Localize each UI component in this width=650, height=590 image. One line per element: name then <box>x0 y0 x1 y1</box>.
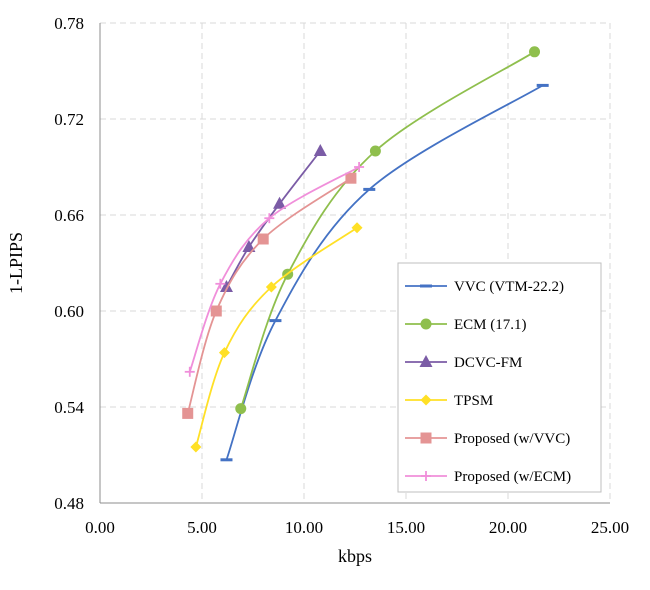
data-point-vvc-vtm-22-2 <box>220 458 233 462</box>
legend-marker-ecm-17-1 <box>420 318 432 330</box>
legend-box <box>397 262 602 493</box>
data-point-dcvc-fm <box>242 240 256 252</box>
x-tick-label: 20.00 <box>489 518 527 537</box>
data-point-vvc-vtm-22-2 <box>269 319 282 323</box>
data-point-tpsm <box>351 222 363 234</box>
legend-label-proposed-w-ecm: Proposed (w/ECM) <box>454 469 571 485</box>
grid-layer <box>100 22 611 503</box>
legend-label-proposed-w-vvc: Proposed (w/VVC) <box>454 431 570 447</box>
series-line-dcvc-fm <box>225 150 322 288</box>
data-point-ecm-17-1 <box>529 46 541 58</box>
data-point-dcvc-fm <box>313 144 327 156</box>
data-point-tpsm <box>265 281 277 293</box>
data-point-proposed-w-ecm <box>354 162 365 172</box>
series-line-proposed-w-ecm <box>188 166 360 373</box>
y-tick-label: 0.54 <box>54 398 84 417</box>
legend-marker-dcvc-fm <box>419 355 433 367</box>
legend-marker-vvc-vtm-22-2 <box>420 284 432 288</box>
x-tick-label: 10.00 <box>285 518 323 537</box>
series-layer <box>182 46 549 462</box>
y-tick-label: 0.78 <box>54 14 84 33</box>
data-point-ecm-17-1 <box>369 145 381 157</box>
x-tick-label: 0.00 <box>85 518 115 537</box>
y-tick-label: 0.60 <box>54 302 84 321</box>
x-axis-title: kbps <box>338 546 372 566</box>
series-line-vvc-vtm-22-2 <box>225 84 544 461</box>
y-tick-label: 0.72 <box>54 110 84 129</box>
data-point-tpsm <box>218 347 230 359</box>
legend-marker-tpsm <box>420 394 432 406</box>
legend-marker-proposed-w-vvc <box>420 432 432 444</box>
data-point-ecm-17-1 <box>235 403 247 415</box>
series-line-ecm-17-1 <box>239 51 535 409</box>
legend-label-tpsm: TPSM <box>454 393 493 409</box>
data-point-dcvc-fm <box>219 280 233 292</box>
legend-marker-proposed-w-ecm <box>421 471 431 481</box>
legend-label-vvc-vtm-22-2: VVC (VTM-22.2) <box>454 279 564 295</box>
data-point-dcvc-fm <box>273 196 287 209</box>
y-axis-title: 1-LPIPS <box>6 232 26 294</box>
axes-layer: 0.00 5.00 10.00 15.00 20.00 25.00 0.48 0.54 0.60… <box>54 14 629 537</box>
legend-label-dcvc-fm: DCVC-FM <box>454 355 522 371</box>
data-point-proposed-w-ecm <box>264 213 275 224</box>
series-line-tpsm <box>195 227 358 448</box>
x-tick-label: 25.00 <box>591 518 629 537</box>
data-point-proposed-w-vvc <box>257 233 269 245</box>
data-point-proposed-w-ecm <box>184 366 195 377</box>
legend-layer: VVC (VTM-22.2) ECM (17.1) DCVC-FM TPSM Propo… <box>397 262 602 493</box>
legend-label-ecm-17-1: ECM (17.1) <box>454 317 527 333</box>
data-point-proposed-w-vvc <box>210 305 222 317</box>
data-point-vvc-vtm-22-2 <box>363 187 376 191</box>
data-point-proposed-w-vvc <box>182 407 194 419</box>
series-line-proposed-w-vvc <box>186 177 352 414</box>
x-tick-label: 15.00 <box>387 518 425 537</box>
data-point-vvc-vtm-22-2 <box>536 83 549 87</box>
y-tick-label: 0.66 <box>54 206 84 225</box>
x-tick-label: 5.00 <box>187 518 217 537</box>
data-point-proposed-w-ecm <box>215 278 226 289</box>
data-point-proposed-w-vvc <box>345 172 357 184</box>
data-point-tpsm <box>190 441 202 453</box>
y-tick-label: 0.48 <box>54 494 84 513</box>
